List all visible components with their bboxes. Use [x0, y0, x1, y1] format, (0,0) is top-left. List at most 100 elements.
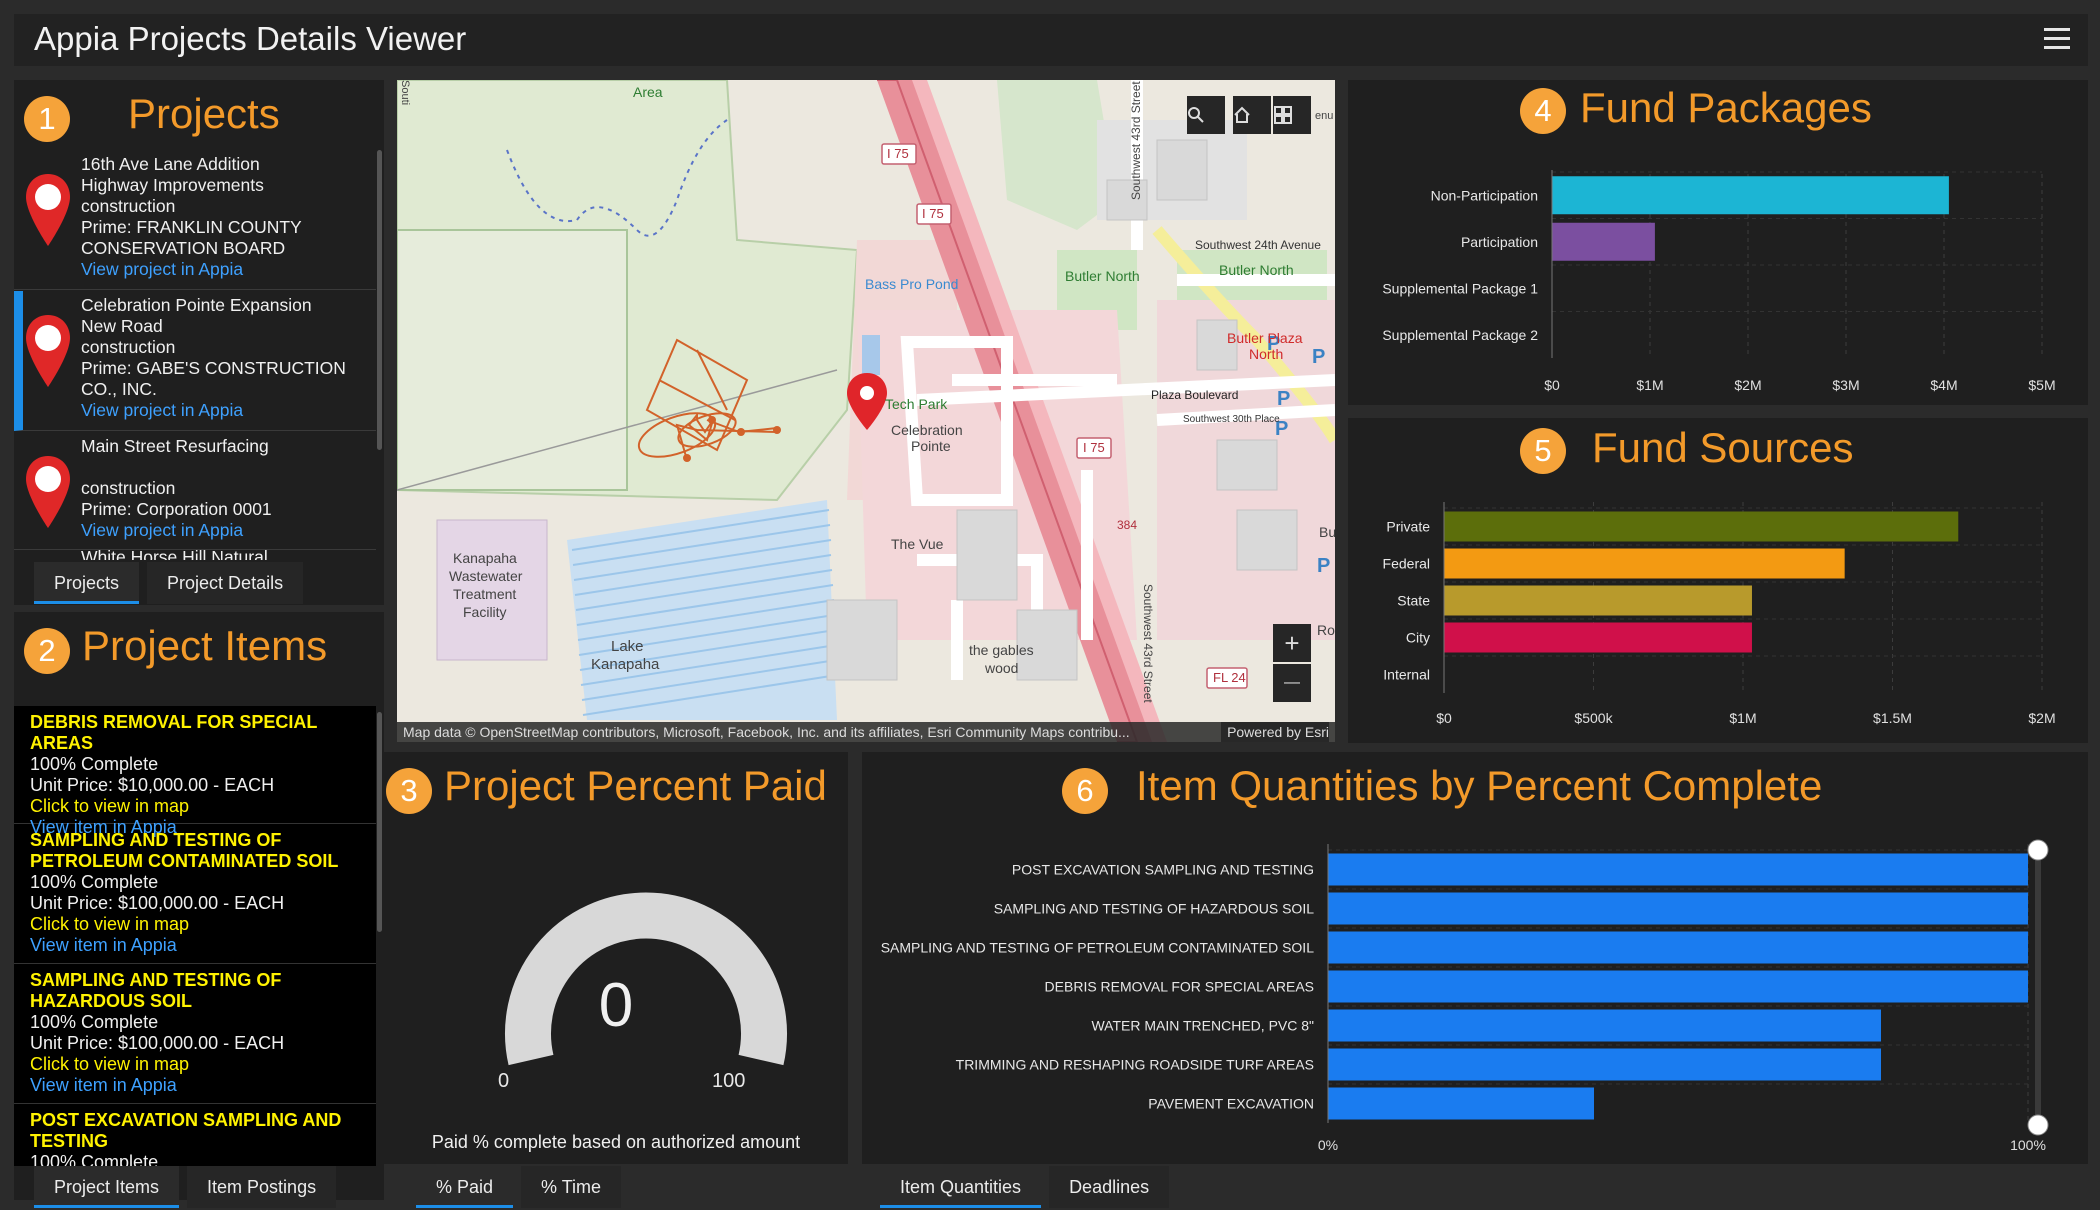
gauge-max-label: 100 — [712, 1070, 746, 1092]
gauge-chart — [505, 892, 787, 1066]
map-label: Ro — [1317, 622, 1335, 638]
x-tick-label: $0 — [1544, 377, 1560, 393]
view-project-link[interactable]: View project in Appia — [81, 400, 244, 420]
project-type: construction — [81, 196, 176, 216]
item-quantities-panel: 6 Item Quantities by Percent Complete 0%… — [862, 752, 2088, 1164]
view-in-map-link[interactable]: Click to view in map — [30, 914, 190, 934]
app-header: Appia Projects Details Viewer — [14, 14, 2088, 66]
tab-item-postings[interactable]: Item Postings — [187, 1166, 337, 1208]
category-label: City — [1406, 630, 1430, 646]
fund-packages-panel: 4 Fund Packages $0 $1M $2M $3M $4M $5M Non-Par… — [1348, 80, 2088, 405]
category-label: TRIMMING AND RESHAPING ROADSIDE TURF ARE… — [956, 1057, 1314, 1073]
view-item-link[interactable]: View item in Appia — [30, 935, 177, 955]
list-item[interactable]: SAMPLING AND TESTING OF HAZARDOUS SOIL 1… — [14, 964, 376, 1104]
map-label: Facility — [463, 604, 507, 620]
view-in-map-link[interactable]: Click to view in map — [30, 796, 190, 816]
item-quantities-tabs: Item Quantities Deadlines — [880, 1166, 1177, 1208]
project-prime-line2: CO., INC. — [81, 379, 157, 399]
tab-percent-paid[interactable]: % Paid — [416, 1166, 514, 1208]
powered-by-esri[interactable]: Powered by Esri — [1221, 722, 1329, 742]
map-label: Southwest 43rd Street — [1129, 81, 1143, 200]
list-item[interactable]: DEBRIS REMOVAL FOR SPECIAL AREAS 100% Co… — [14, 706, 376, 837]
home-icon[interactable] — [1233, 96, 1271, 134]
bar[interactable] — [1552, 176, 1949, 215]
projects-panel: 1 Projects 16th Ave Lane Addition Highwa… — [14, 80, 384, 605]
bar[interactable] — [1328, 853, 2028, 886]
search-icon[interactable] — [1187, 96, 1225, 134]
tab-project-details[interactable]: Project Details — [147, 562, 304, 604]
map-label: Treatment — [453, 586, 517, 602]
map-label: Tech Park — [885, 396, 948, 412]
scrollbar[interactable] — [377, 712, 382, 932]
category-label: WATER MAIN TRENCHED, PVC 8" — [1091, 1018, 1314, 1034]
category-label: Supplemental Package 2 — [1382, 327, 1538, 343]
item-name-line2: PETROLEUM CONTAMINATED SOIL — [30, 851, 339, 871]
view-project-link[interactable]: View project in Appia — [81, 520, 244, 540]
item-unit-price: Unit Price: $100,000.00 - EACH — [30, 893, 285, 913]
scroll-track[interactable] — [2035, 850, 2041, 1125]
view-item-link[interactable]: View item in Appia — [30, 817, 177, 837]
list-item[interactable]: White Horse Hill Natural — [14, 547, 376, 560]
project-name: 16th Ave Lane Addition — [81, 154, 260, 174]
list-item-selected[interactable]: Celebration Pointe Expansion New Road co… — [14, 291, 376, 431]
panel-title: Fund Sources — [1592, 424, 1854, 471]
bar[interactable] — [1328, 1087, 1594, 1120]
item-complete: 100% Complete — [30, 754, 159, 774]
scroll-handle-top[interactable] — [2027, 839, 2049, 861]
project-name-line2: New Road — [81, 316, 163, 336]
bar[interactable] — [1444, 511, 1959, 542]
project-name: Celebration Pointe Expansion — [81, 295, 312, 315]
app-title: Appia Projects Details Viewer — [34, 20, 467, 57]
projects-list: 16th Ave Lane Addition Highway Improveme… — [14, 150, 376, 560]
bar[interactable] — [1444, 585, 1752, 616]
zoom-in-button[interactable]: + — [1273, 624, 1311, 662]
svg-text:P: P — [1317, 555, 1330, 577]
projects-tabs: Projects Project Details — [34, 562, 311, 604]
list-item[interactable]: POST EXCAVATION SAMPLING AND TESTING 100… — [14, 1104, 376, 1166]
scrollbar[interactable] — [377, 150, 382, 450]
tab-item-quantities[interactable]: Item Quantities — [880, 1166, 1042, 1208]
item-name: SAMPLING AND TESTING OF — [30, 970, 282, 990]
list-item[interactable]: Main Street Resurfacing construction Pri… — [14, 432, 376, 550]
map-label: Butler Plaza — [1227, 330, 1303, 346]
map-label: Kanapaha — [591, 656, 660, 673]
bar[interactable] — [1328, 1048, 1881, 1081]
tab-percent-time[interactable]: % Time — [521, 1166, 622, 1208]
x-tick-label: $1M — [1636, 377, 1663, 393]
list-item[interactable]: SAMPLING AND TESTING OF PETROLEUM CONTAM… — [14, 824, 376, 964]
view-item-link[interactable]: View item in Appia — [30, 1075, 177, 1095]
bar[interactable] — [1328, 970, 2028, 1003]
tab-projects[interactable]: Projects — [34, 562, 140, 604]
project-items-tabs: Project Items Item Postings — [34, 1166, 344, 1208]
map-label: wood — [985, 660, 1019, 676]
hamburger-menu-icon[interactable] — [2044, 28, 2070, 52]
basemap-gallery-icon[interactable] — [1273, 96, 1311, 134]
bar[interactable] — [1328, 892, 2028, 925]
tab-project-items[interactable]: Project Items — [34, 1166, 180, 1208]
tab-deadlines[interactable]: Deadlines — [1049, 1166, 1170, 1208]
map-label: Southwest 24th Avenue — [1195, 238, 1321, 252]
bar[interactable] — [1552, 222, 1655, 261]
svg-text:P: P — [1267, 333, 1280, 355]
bar[interactable] — [1328, 1009, 1881, 1042]
x-tick-label: $2M — [1734, 377, 1761, 393]
bar[interactable] — [1328, 931, 2028, 964]
x-tick-label: $4M — [1930, 377, 1957, 393]
svg-text:P: P — [1277, 388, 1290, 410]
bar[interactable] — [1444, 548, 1845, 579]
bar[interactable] — [1444, 622, 1752, 653]
map-label: Area — [633, 84, 663, 100]
percent-paid-panel: 3 Project Percent Paid 0 0 100 Paid % co… — [384, 752, 848, 1164]
view-in-map-link[interactable]: Click to view in map — [30, 1054, 190, 1074]
zoom-out-button[interactable]: — — [1273, 664, 1311, 702]
category-label: Internal — [1383, 667, 1430, 683]
list-item[interactable]: 16th Ave Lane Addition Highway Improveme… — [14, 150, 376, 290]
map-label: I 75 — [1083, 440, 1105, 455]
svg-text:P: P — [1312, 346, 1325, 368]
category-label: SAMPLING AND TESTING OF HAZARDOUS SOIL — [994, 901, 1314, 917]
x-tick-label: $5M — [2028, 377, 2055, 393]
view-project-link[interactable]: View project in Appia — [81, 259, 244, 279]
scroll-handle-bottom[interactable] — [2027, 1114, 2049, 1136]
